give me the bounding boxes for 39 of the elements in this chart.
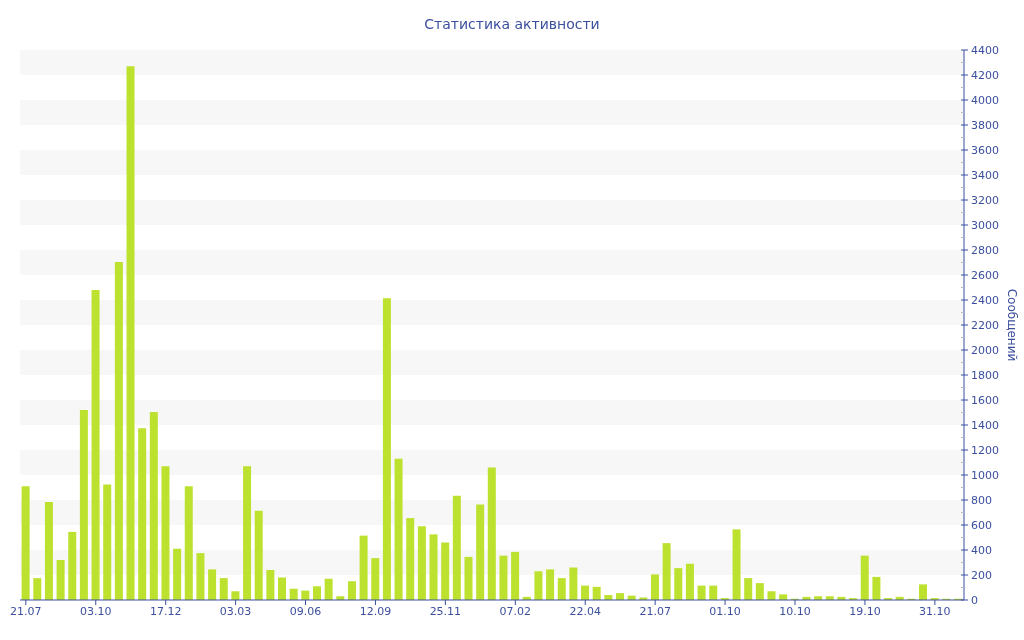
y-tick-label: 2600 [971, 268, 999, 282]
x-tick-label: 10.10 [779, 604, 811, 618]
y-tick-label: 3000 [971, 218, 999, 232]
x-tick-label: 01.10 [709, 604, 741, 618]
y-tick-label: 2000 [971, 343, 999, 357]
y-tick-label: 4200 [971, 68, 999, 82]
y-tick-label: 600 [971, 518, 992, 532]
y-tick-label: 4000 [971, 93, 999, 107]
y-axis-title: Сообщений [1004, 288, 1019, 362]
y-tick-label: 3800 [971, 118, 999, 132]
y-tick-label: 4400 [971, 43, 999, 57]
x-tick-label: 09.06 [289, 604, 322, 618]
x-tick-label: 21.07 [10, 604, 42, 618]
x-tick-label: 25.11 [429, 604, 462, 618]
x-tick-label: 17.12 [149, 604, 182, 618]
x-tick-label: 03.03 [219, 604, 252, 618]
y-tick-label: 1000 [971, 468, 999, 482]
x-tick-label: 31.10 [919, 604, 951, 618]
x-tick-label: 03.10 [80, 604, 112, 618]
y-tick-label: 3600 [971, 143, 999, 157]
y-tick-label: 0 [971, 593, 978, 607]
y-tick-label: 1400 [971, 418, 999, 432]
y-tick-label: 1600 [971, 393, 999, 407]
y-tick-label: 1200 [971, 443, 999, 457]
y-tick-label: 2200 [971, 318, 999, 332]
x-tick-label: 21.07 [639, 604, 671, 618]
y-tick-label: 400 [971, 543, 992, 557]
y-tick-label: 2400 [971, 293, 999, 307]
x-tick-label: 19.10 [849, 604, 881, 618]
y-tick-label: 2800 [971, 243, 999, 257]
y-tick-label: 3200 [971, 193, 999, 207]
y-tick-label: 3400 [971, 168, 999, 182]
x-tick-label: 07.02 [499, 604, 532, 618]
y-tick-label: 200 [971, 568, 992, 582]
chart-title: Статистика активности [424, 16, 600, 32]
y-tick-label: 800 [971, 493, 992, 507]
x-tick-label: 22.04 [569, 604, 601, 618]
x-tick-label: 12.09 [359, 604, 392, 618]
y-tick-label: 1800 [971, 368, 999, 382]
